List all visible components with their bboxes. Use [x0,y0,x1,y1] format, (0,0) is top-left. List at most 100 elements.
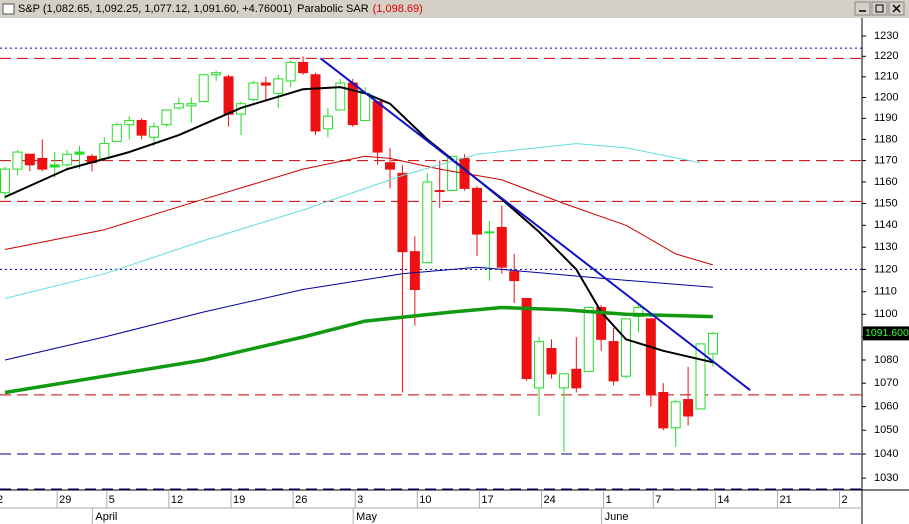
x-tick-label: 26 [295,494,307,506]
y-tick-label: 1030 [874,472,898,484]
last-price-label: 1091.600 [865,327,909,339]
candle-body [496,226,507,268]
month-label: May [356,511,377,523]
candle-body [645,318,656,396]
candle-body [471,187,482,235]
plot-layer [0,47,862,490]
candle-body [273,78,284,94]
x-tick-label: 2 [842,494,848,506]
x-tick-label: 3 [357,494,363,506]
candle-body [683,399,694,417]
overlay-line [4,305,713,395]
candle-body [198,74,209,103]
candle-body [161,109,172,126]
candle-body [310,74,321,132]
candle-body [322,115,333,130]
candle-body [447,155,458,192]
y-tick-label: 1130 [874,241,898,253]
candle-body [633,307,644,318]
month-label: April [95,511,117,523]
maximize-icon [875,4,884,13]
indicator: Parabolic SAR [297,3,369,15]
candle-body [608,341,619,382]
x-tick-label: 17 [481,494,493,506]
overlay-line [319,57,751,391]
candle-body [260,82,271,86]
y-tick-label: 1050 [874,424,898,436]
y-tick-label: 1200 [874,91,898,103]
overlay-line [4,155,714,266]
candle-body [509,271,520,282]
candle-body [37,157,48,170]
y-tick-label: 1210 [874,71,898,83]
month-label: June [605,511,629,523]
candle-body [484,231,495,234]
y-tick-label: 1190 [874,112,898,124]
maximize-button[interactable] [871,1,888,16]
candle-body [360,92,371,121]
candle-body [596,307,607,340]
x-tick-label: 12 [171,494,183,506]
candle-body [0,168,10,194]
candle-body [298,61,309,74]
overlay-line [4,86,714,364]
close-icon [892,4,901,13]
header-text: S&P (1,082.65, 1,092.25, 1,077.12, 1,091… [18,3,423,15]
x-tick-label: 7 [655,494,661,506]
candle-body [149,126,160,138]
x-tick-label: 24 [543,494,555,506]
candle-body [583,307,594,373]
candle-body [74,151,85,155]
candle-body [621,318,631,377]
candle-body [211,72,222,76]
candle-body [397,172,408,253]
candle-body [546,348,557,375]
candle-body [49,164,60,168]
y-tick-label: 1070 [874,377,898,389]
y-tick-label: 1100 [874,308,898,320]
quote: S&P (1,082.65, 1,092.25, 1,077.12, 1,091… [18,3,292,15]
candle-body [285,61,296,82]
y-tick-label: 1120 [874,263,898,275]
candle-body [12,151,23,170]
candle-body [422,181,433,264]
y-tick-label: 1140 [874,219,898,231]
candle-body [372,101,383,153]
candle-body [385,162,396,170]
candle-body [173,103,184,109]
y-tick-label: 1230 [874,30,898,42]
window-icon [2,3,15,15]
candle-body [248,82,259,101]
candle-body [62,153,73,166]
candle-body [111,124,122,142]
candle-body [558,373,569,389]
y-tick-label: 1170 [874,154,898,166]
candle-body [409,251,420,290]
x-tick-label: 5 [109,494,115,506]
x-tick-label: 14 [717,494,729,506]
x-tick-label: 29 [59,494,71,506]
indicator-value: (1,098.69) [373,3,423,15]
candle-body [99,143,110,159]
y-tick-label: 1220 [874,50,898,62]
minimize-button[interactable] [854,1,871,16]
candle-body [136,119,147,136]
y-tick-label: 1110 [874,286,897,298]
candle-body [658,392,669,429]
x-tick-label: 21 [779,494,791,506]
candle-body [186,103,197,107]
window-buttons[interactable] [854,1,905,16]
candle-body [695,343,706,410]
overlay-line [4,143,701,299]
candle-body [24,153,35,166]
y-tick-label: 1160 [874,176,898,188]
candle-body [571,368,582,389]
last-price-box [863,326,909,341]
candle-body [707,332,718,355]
candle-body [534,341,545,389]
candle-body [670,401,681,429]
x-tick-label: 10 [419,494,431,506]
y-tick-label: 1080 [874,354,898,366]
